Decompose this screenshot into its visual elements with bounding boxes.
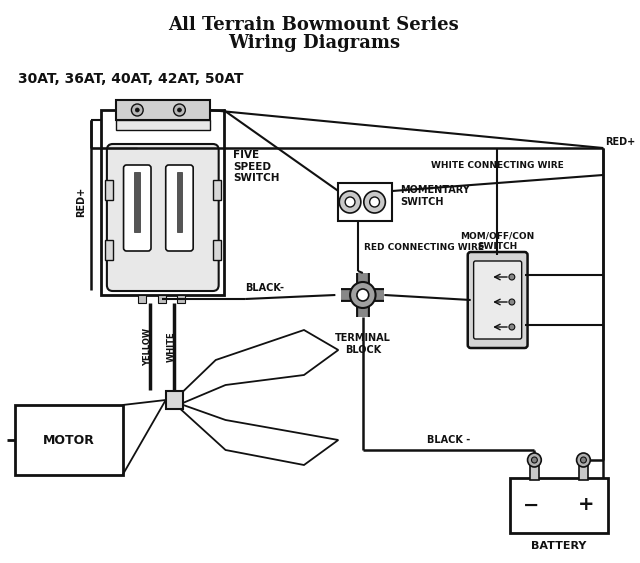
Text: FIVE
SPEED
SWITCH: FIVE SPEED SWITCH	[234, 150, 280, 183]
Circle shape	[135, 108, 140, 112]
Text: YELLOW: YELLOW	[143, 328, 152, 366]
Text: RED CONNECTING WIRE: RED CONNECTING WIRE	[364, 243, 484, 252]
Text: Wiring Diagrams: Wiring Diagrams	[228, 34, 400, 52]
FancyBboxPatch shape	[339, 183, 392, 221]
Text: 30AT, 36AT, 40AT, 42AT, 50AT: 30AT, 36AT, 40AT, 42AT, 50AT	[18, 72, 243, 86]
FancyBboxPatch shape	[138, 295, 146, 303]
FancyBboxPatch shape	[529, 460, 540, 480]
Text: +: +	[578, 495, 595, 515]
Text: RED+: RED+	[76, 187, 86, 217]
FancyBboxPatch shape	[116, 120, 210, 130]
Text: −: −	[524, 495, 540, 515]
Text: BLACK -: BLACK -	[426, 435, 470, 445]
Circle shape	[345, 197, 355, 207]
Circle shape	[531, 457, 538, 463]
Circle shape	[509, 274, 515, 280]
FancyBboxPatch shape	[579, 460, 588, 480]
FancyBboxPatch shape	[510, 478, 608, 533]
FancyBboxPatch shape	[212, 180, 221, 200]
FancyBboxPatch shape	[124, 165, 151, 251]
Text: TERMINAL
BLOCK: TERMINAL BLOCK	[335, 333, 391, 355]
FancyBboxPatch shape	[166, 391, 184, 409]
FancyBboxPatch shape	[474, 261, 522, 339]
Circle shape	[357, 289, 369, 301]
Circle shape	[364, 191, 385, 213]
Circle shape	[370, 197, 380, 207]
Circle shape	[350, 282, 376, 308]
Text: RED+: RED+	[605, 137, 636, 147]
Text: MOM/OFF/CON
SWITCH: MOM/OFF/CON SWITCH	[460, 231, 534, 251]
Circle shape	[509, 299, 515, 305]
Text: WHITE: WHITE	[167, 332, 176, 363]
FancyBboxPatch shape	[177, 295, 186, 303]
Circle shape	[339, 191, 361, 213]
FancyBboxPatch shape	[15, 405, 123, 475]
Text: BATTERY: BATTERY	[531, 541, 587, 551]
FancyBboxPatch shape	[212, 240, 221, 260]
FancyBboxPatch shape	[468, 252, 527, 348]
FancyBboxPatch shape	[105, 240, 113, 260]
Text: MOMENTARY
SWITCH: MOMENTARY SWITCH	[400, 185, 470, 207]
Circle shape	[580, 457, 586, 463]
Text: BLACK-: BLACK-	[245, 283, 284, 293]
FancyBboxPatch shape	[116, 100, 210, 120]
Circle shape	[527, 453, 541, 467]
FancyBboxPatch shape	[107, 144, 219, 291]
FancyBboxPatch shape	[177, 172, 182, 232]
Polygon shape	[180, 404, 339, 465]
FancyBboxPatch shape	[158, 295, 166, 303]
FancyBboxPatch shape	[101, 110, 223, 295]
Text: WHITE CONNECTING WIRE: WHITE CONNECTING WIRE	[431, 161, 564, 170]
FancyBboxPatch shape	[166, 165, 193, 251]
Circle shape	[509, 324, 515, 330]
FancyBboxPatch shape	[105, 180, 113, 200]
FancyBboxPatch shape	[134, 172, 140, 232]
Text: All Terrain Bowmount Series: All Terrain Bowmount Series	[168, 16, 459, 34]
Circle shape	[577, 453, 590, 467]
Polygon shape	[180, 330, 339, 404]
Text: MOTOR: MOTOR	[43, 434, 95, 446]
Circle shape	[131, 104, 143, 116]
Circle shape	[177, 108, 181, 112]
Circle shape	[173, 104, 186, 116]
